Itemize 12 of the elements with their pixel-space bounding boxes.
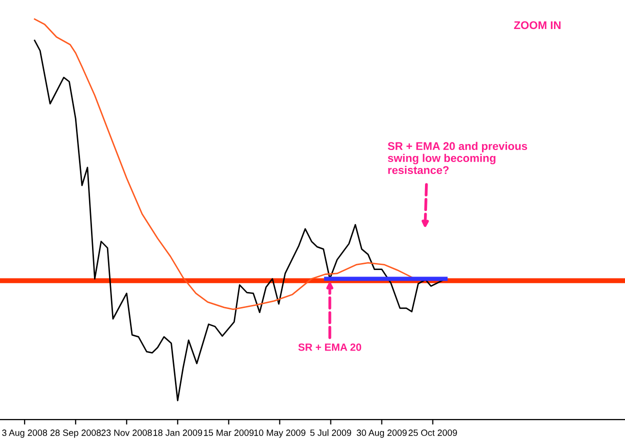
x-tick-label: 28 Sep 2008 [50, 430, 101, 438]
x-tick-label: 3 Aug 2008 [2, 430, 48, 438]
x-tick-label: 18 Jan 2009 [154, 430, 202, 436]
annotation: SR + EMA 20 and previous swing low becoming resistance? [388, 142, 528, 174]
x-tick-label: 23 Nov 2008 [102, 430, 152, 436]
x-tick-label: 5 Jul 2009 [310, 429, 352, 436]
x-tick-label: 25 Oct 2009 [408, 430, 457, 436]
annotation: SR + EMA 20 [298, 344, 362, 351]
x-tick-label: 30 Aug 2009 [356, 430, 407, 438]
x-tick-label: 15 Mar 2009 [204, 430, 254, 436]
annotation: ZOOM IN [514, 21, 561, 30]
x-tick-label: 10 May 2009 [254, 430, 306, 438]
